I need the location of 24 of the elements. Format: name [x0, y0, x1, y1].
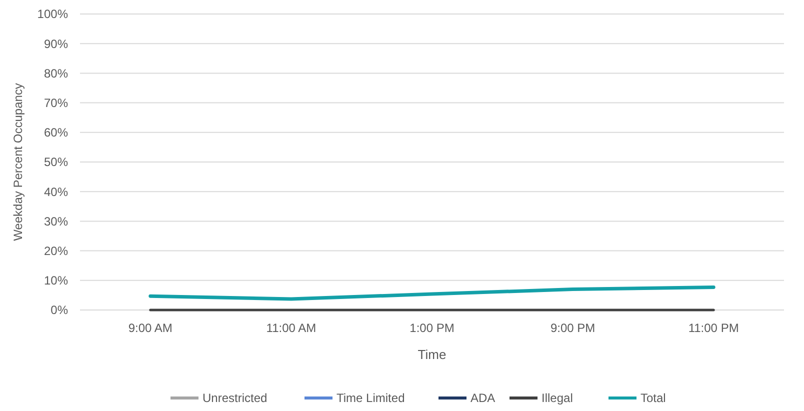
x-tick-label: 9:00 AM — [128, 321, 172, 335]
y-axis-title: Weekday Percent Occupancy — [11, 83, 25, 241]
y-tick-label: 10% — [44, 274, 68, 288]
x-tick-label: 11:00 AM — [266, 321, 316, 335]
legend-label: ADA — [470, 391, 496, 406]
y-tick-label: 30% — [44, 214, 68, 228]
y-tick-label: 70% — [44, 96, 68, 110]
legend-label: Illegal — [542, 391, 573, 406]
y-tick-label: 50% — [44, 155, 68, 170]
x-axis-title: Time — [418, 347, 446, 362]
legend-label: Time Limited — [336, 391, 405, 406]
y-tick-label: 100% — [37, 7, 68, 22]
y-tick-label: 20% — [44, 244, 68, 258]
legend-label: Total — [640, 391, 666, 406]
y-tick-label: 90% — [44, 36, 68, 51]
legend-label: Unrestricted — [202, 391, 268, 406]
y-tick-label: 80% — [44, 66, 68, 80]
line-series — [148, 285, 716, 301]
y-tick-label: 0% — [50, 303, 68, 318]
y-tick-label: 40% — [44, 184, 68, 199]
x-tick-label: 11:00 PM — [688, 321, 739, 335]
x-tick-label: 9:00 PM — [550, 321, 596, 335]
x-tick-label: 1:00 PM — [410, 321, 454, 335]
y-tick-label: 60% — [44, 126, 68, 140]
